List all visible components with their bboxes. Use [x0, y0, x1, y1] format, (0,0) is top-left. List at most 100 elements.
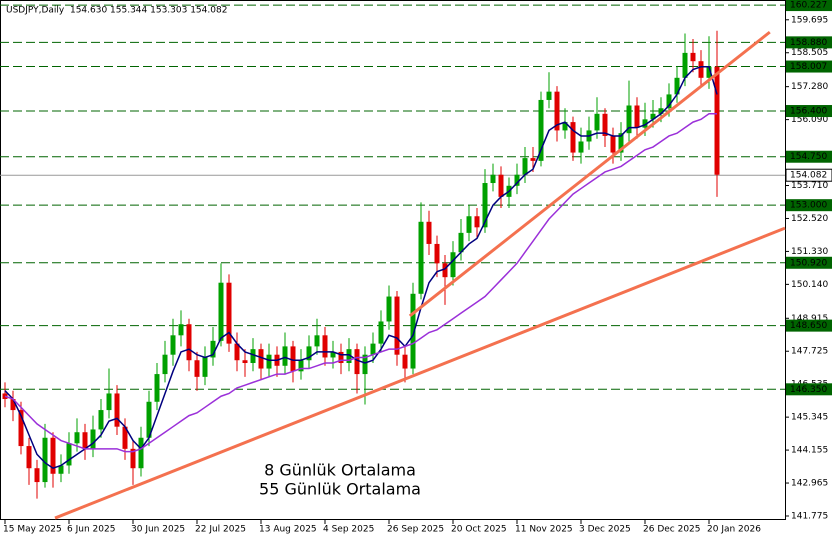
- candle-body: [426, 221, 432, 244]
- candle-body: [618, 133, 624, 153]
- y-tick-label: 145.345: [791, 413, 828, 423]
- current-price-label: 154.082: [790, 171, 827, 181]
- level-label: 153.000: [790, 201, 827, 211]
- candle-body: [410, 293, 416, 369]
- y-tick-label: 157.280: [791, 82, 828, 92]
- candle-body: [42, 437, 48, 483]
- candle-body: [578, 141, 584, 153]
- candle-body: [690, 52, 696, 62]
- candle-body: [666, 94, 672, 109]
- candle-body: [34, 468, 40, 483]
- level-label-bg: [786, 105, 832, 118]
- candle-body: [50, 437, 56, 474]
- x-tick-label: 15 May 2025: [3, 525, 62, 535]
- ma-line: [4, 113, 717, 453]
- level-label-bg: [786, 0, 832, 12]
- candle-body: [650, 113, 656, 120]
- x-tick-label: 6 Jun 2025: [67, 525, 115, 535]
- candle-body: [378, 321, 384, 344]
- level-label: 154.750: [790, 152, 827, 162]
- level-label: 156.400: [790, 107, 827, 117]
- y-tick-label: 141.775: [791, 511, 828, 521]
- candle-body: [66, 443, 72, 466]
- candle-body: [570, 122, 576, 153]
- candle-body: [626, 105, 632, 134]
- candle-body: [306, 346, 312, 361]
- candle-body: [266, 354, 272, 369]
- candle-body: [202, 357, 208, 377]
- candle-body: [18, 410, 24, 447]
- legend-label: 8 Günlük Ortalama: [264, 461, 416, 480]
- level-label: 158.007: [790, 62, 827, 72]
- candle-body: [338, 351, 344, 364]
- candle-body: [242, 360, 248, 364]
- x-tick-label: 20 Jan 2026: [707, 525, 761, 535]
- candle-body: [714, 66, 720, 175]
- candle-body: [458, 232, 464, 253]
- candle-body: [546, 91, 552, 100]
- candle-body: [290, 346, 296, 372]
- candle-body: [522, 158, 528, 175]
- level-label: 150.920: [790, 258, 827, 268]
- candle-body: [210, 340, 216, 358]
- candle-body: [298, 360, 304, 372]
- candle-body: [362, 354, 368, 375]
- x-tick-label: 30 Jun 2025: [131, 525, 185, 535]
- candle-body: [258, 349, 264, 369]
- y-tick-label: 158.505: [791, 48, 828, 58]
- candle-body: [554, 91, 560, 131]
- candle-body: [514, 174, 520, 186]
- x-tick-label: 26 Dec 2025: [643, 525, 701, 535]
- candle-body: [138, 437, 144, 469]
- y-tick-label: 153.710: [791, 181, 828, 191]
- candle-body: [122, 426, 128, 449]
- y-tick-label: 144.155: [791, 446, 828, 456]
- candle-body: [226, 282, 232, 344]
- plot-frame: [0, 0, 786, 520]
- legend-label: 55 Günlük Ortalama: [259, 480, 421, 499]
- candle-body: [58, 465, 64, 474]
- candle-body: [106, 393, 112, 411]
- candle-body: [490, 174, 496, 184]
- candle-body: [194, 360, 200, 377]
- candle-body: [186, 324, 192, 361]
- y-tick-label: 148.915: [791, 314, 828, 324]
- level-label-bg: [786, 60, 832, 73]
- chart-title: USDJPY,Daily 154.630 155.344 153.303 154…: [6, 6, 227, 16]
- candle-body: [26, 446, 32, 469]
- candle-body: [642, 119, 648, 128]
- candle-body: [322, 335, 328, 358]
- candle-body: [234, 343, 240, 361]
- candle-body: [682, 52, 688, 78]
- candle-body: [498, 174, 504, 197]
- candle-body: [594, 113, 600, 131]
- candle-body: [562, 122, 568, 131]
- candle-body: [146, 401, 152, 438]
- level-label-bg: [786, 150, 832, 163]
- candle-body: [178, 324, 184, 336]
- y-tick-label: 152.520: [791, 214, 828, 224]
- candle-body: [370, 343, 376, 355]
- candle-body: [162, 354, 168, 375]
- candle-body: [154, 374, 160, 402]
- candle-body: [10, 398, 16, 411]
- y-tick-label: 142.965: [791, 479, 828, 489]
- candle-body: [282, 346, 288, 366]
- candle-body: [538, 99, 544, 161]
- level-label-bg: [786, 319, 832, 332]
- candle-body: [698, 61, 704, 78]
- level-label-bg: [786, 383, 832, 396]
- candle-body: [418, 221, 424, 294]
- x-tick-label: 3 Dec 2025: [579, 525, 631, 535]
- level-label-bg: [786, 199, 832, 212]
- candle-body: [466, 216, 472, 233]
- level-label-bg: [786, 256, 832, 269]
- y-tick-label: 150.140: [791, 280, 828, 290]
- candle-body: [706, 66, 712, 78]
- level-label: 160.227: [790, 1, 827, 11]
- level-label-bg: [786, 36, 832, 49]
- candle-body: [402, 354, 408, 369]
- x-tick-label: 22 Jul 2025: [195, 525, 246, 535]
- candle-body: [442, 263, 448, 278]
